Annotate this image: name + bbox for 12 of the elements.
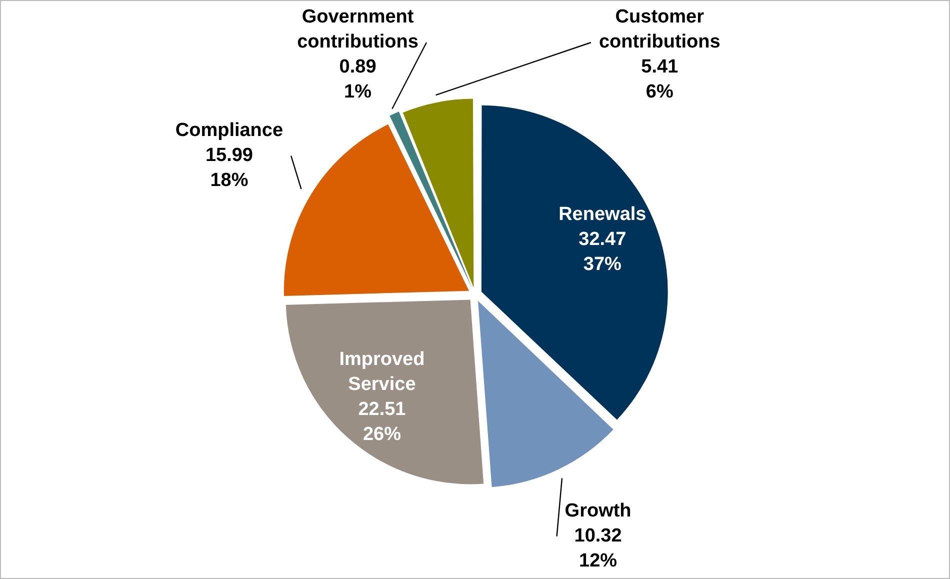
- slice-label: Improved Service: [339, 349, 425, 396]
- data-label: 5.41 6%: [641, 56, 679, 103]
- data-label: 10.32 12%: [574, 526, 622, 572]
- slice-label: Renewals: [558, 204, 646, 225]
- slice-label: Government contributions: [297, 6, 418, 53]
- data-label: 0.89 1%: [339, 56, 376, 103]
- slice-label: Customer contributions: [598, 6, 720, 53]
- data-label: 32.47 37%: [578, 228, 626, 275]
- data-label: 15.99 18%: [205, 144, 253, 191]
- slice-label: Compliance: [175, 120, 284, 141]
- slice-label: Growth: [564, 500, 632, 522]
- data-label: 22.51 26%: [358, 399, 406, 446]
